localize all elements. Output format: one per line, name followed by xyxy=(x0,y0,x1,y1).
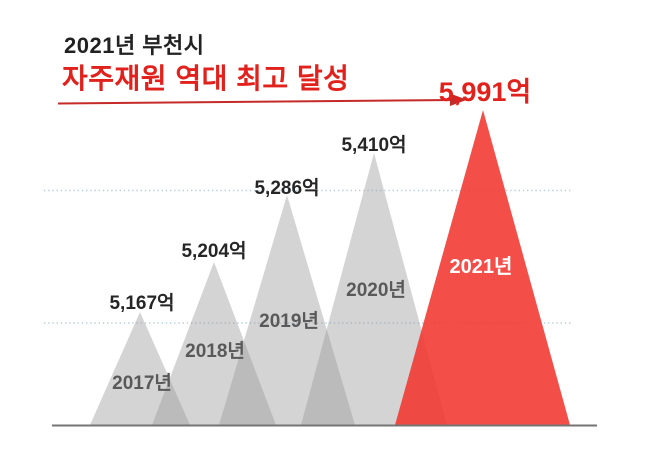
triangle-2017 xyxy=(90,312,190,425)
value-label-2017: 5,167억 xyxy=(109,293,175,314)
triangle-2021-highlight xyxy=(395,110,570,425)
value-label-2019: 5,286억 xyxy=(254,178,320,199)
value-label-2018: 5,204억 xyxy=(181,241,247,262)
value-label-2020: 5,410억 xyxy=(341,135,407,156)
growth-arrow-icon xyxy=(57,93,467,106)
triangle-2020 xyxy=(301,153,447,425)
chart-title-line1: 2021년 부천시 xyxy=(64,33,205,58)
triangle-2019 xyxy=(219,195,355,425)
value-label-2021-highlight: 5,991억 xyxy=(438,77,532,107)
category-label-2019: 2019년 xyxy=(259,311,319,332)
triangle-2018 xyxy=(152,262,276,425)
category-label-2017: 2017년 xyxy=(112,373,172,394)
category-label-2018: 2018년 xyxy=(185,341,245,362)
chart-title-line2: 자주재원 역대 최고 달성 xyxy=(62,63,350,94)
category-label-2021-highlight: 2021년 xyxy=(449,256,513,278)
category-label-2020: 2020년 xyxy=(346,280,406,301)
